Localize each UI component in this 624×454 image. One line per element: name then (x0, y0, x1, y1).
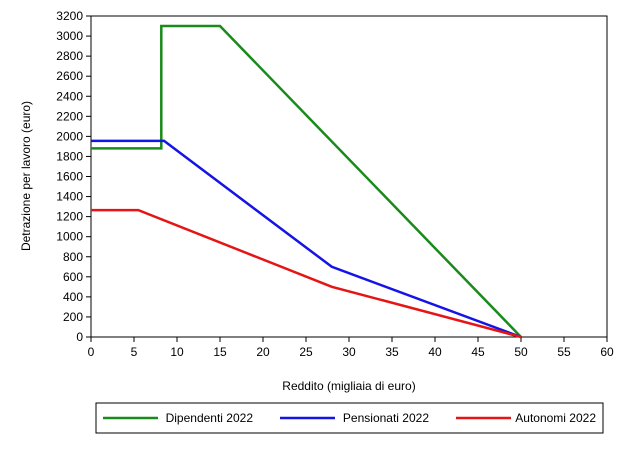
y-tick-label: 2200 (56, 109, 83, 123)
x-tick-label: 5 (131, 345, 138, 359)
x-tick-label: 10 (170, 345, 184, 359)
y-axis-label: Detrazione per lavoro (euro) (19, 101, 33, 251)
y-tick-label: 600 (63, 270, 83, 284)
y-tick-label: 2600 (56, 69, 83, 83)
y-tick-label: 0 (76, 330, 83, 344)
y-tick-label: 1600 (56, 170, 83, 184)
x-tick-label: 0 (88, 345, 95, 359)
y-tick-label: 2400 (56, 89, 83, 103)
y-axis: 0 200 400 600 800 1000 1200 1400 1600 1800 2000 220… (56, 9, 91, 344)
y-tick-label: 200 (63, 310, 83, 324)
y-tick-label: 2000 (56, 129, 83, 143)
y-tick-label: 1400 (56, 190, 83, 204)
x-tick-label: 15 (213, 345, 227, 359)
x-tick-label: 60 (600, 345, 614, 359)
y-tick-label: 3200 (56, 9, 83, 23)
x-tick-label: 35 (385, 345, 399, 359)
x-tick-label: 50 (514, 345, 528, 359)
series-line-dipendenti-2022 (91, 24, 522, 338)
y-tick-label: 1800 (56, 149, 83, 163)
legend: Dipendenti 2022 Pensionati 2022 Autonomi 2… (95, 402, 604, 434)
y-tick-label: 1000 (56, 230, 83, 244)
series-line-autonomi-2022 (91, 208, 522, 339)
x-tick-label: 25 (299, 345, 313, 359)
plot-area (90, 15, 608, 338)
legend-label-autonomi-2022: Autonomi 2022 (515, 411, 596, 425)
legend-label-pensionati-2022: Pensionati 2022 (343, 411, 429, 425)
y-tick-label: 2800 (56, 49, 83, 63)
legend-label-dipendenti-2022: Dipendenti 2022 (166, 411, 254, 425)
series-lines (91, 24, 522, 339)
series-line-pensionati-2022 (91, 139, 522, 339)
x-tick-label: 40 (428, 345, 442, 359)
x-tick-label: 30 (342, 345, 356, 359)
y-tick-label: 400 (63, 290, 83, 304)
x-tick-label: 45 (471, 345, 485, 359)
x-tick-label: 20 (256, 345, 270, 359)
y-tick-label: 800 (63, 250, 83, 264)
y-tick-label: 3000 (56, 29, 83, 43)
x-axis: 0 5 10 15 20 25 30 35 40 45 50 55 60 (88, 337, 614, 359)
legend-box (95, 402, 604, 434)
x-axis-label: Reddito (migliaia di euro) (282, 379, 415, 393)
y-tick-label: 1200 (56, 210, 83, 224)
x-tick-label: 55 (557, 345, 571, 359)
